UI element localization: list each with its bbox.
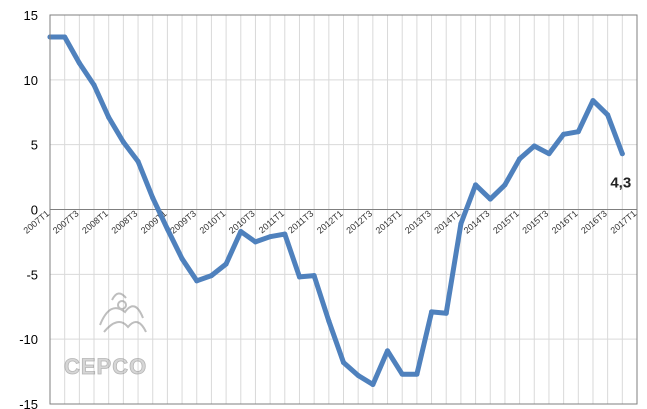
y-tick-label: 5	[31, 138, 38, 153]
data-point	[546, 151, 552, 157]
data-point	[282, 231, 288, 237]
data-point	[487, 196, 493, 202]
end-value-label: 4,3	[610, 175, 631, 192]
y-tick-label: -10	[19, 332, 38, 347]
y-tick-label: 15	[24, 8, 38, 23]
data-point	[458, 221, 464, 227]
data-point	[385, 348, 391, 354]
data-point	[355, 372, 361, 378]
data-point	[399, 371, 405, 377]
data-point	[531, 143, 537, 149]
data-point	[443, 310, 449, 316]
data-point	[91, 82, 97, 88]
data-point	[252, 239, 258, 245]
data-point	[473, 182, 479, 188]
data-point	[223, 261, 229, 267]
y-tick-label: -15	[19, 397, 38, 409]
data-point	[619, 151, 625, 157]
data-point	[414, 371, 420, 377]
data-point	[370, 382, 376, 388]
y-axis: 15 10 5 0 -5 -10 -15	[19, 8, 38, 409]
series-line	[47, 34, 625, 387]
grid-lines	[49, 14, 638, 405]
data-point	[194, 278, 200, 284]
data-point	[76, 60, 82, 66]
data-point	[561, 131, 567, 137]
data-point	[179, 256, 185, 262]
data-point	[62, 34, 68, 40]
data-point	[296, 274, 302, 280]
data-points	[47, 34, 625, 388]
data-point	[590, 98, 596, 104]
data-point	[164, 226, 170, 232]
data-point	[120, 139, 126, 145]
data-point	[575, 129, 581, 135]
logo-text: CEPCO	[64, 354, 147, 379]
data-point	[238, 229, 244, 235]
data-point	[605, 112, 611, 118]
data-point	[517, 156, 523, 162]
data-point	[311, 273, 317, 279]
data-point	[267, 234, 273, 240]
y-tick-label: 0	[31, 203, 38, 218]
data-point	[106, 114, 112, 120]
data-point	[150, 195, 156, 201]
data-point	[208, 273, 214, 279]
y-tick-label: -5	[26, 267, 38, 282]
data-point	[429, 309, 435, 315]
data-point	[502, 182, 508, 188]
y-tick-label: 10	[24, 73, 38, 88]
logo-emblem-icon	[99, 292, 147, 333]
data-point	[135, 159, 141, 165]
cepco-logo-watermark: CEPCO	[64, 292, 147, 379]
data-point	[326, 318, 332, 324]
data-point	[341, 360, 346, 366]
plot-frame	[49, 14, 638, 405]
